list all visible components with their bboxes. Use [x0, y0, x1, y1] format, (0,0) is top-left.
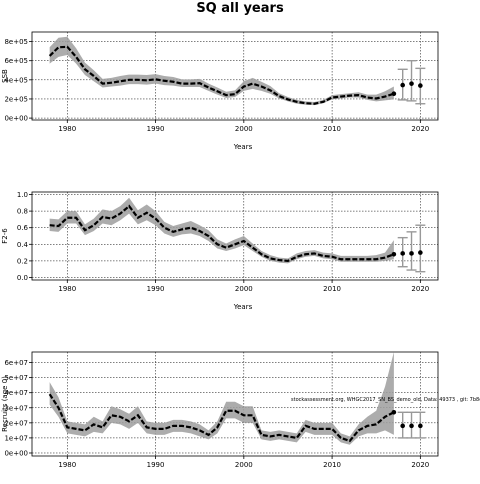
y-tick-label: 4e+07 [4, 389, 28, 397]
x-tick-label: 1990 [147, 125, 165, 133]
x-tick-label: 1990 [147, 461, 165, 469]
y-tick-label: 2e+05 [4, 95, 28, 103]
y-tick-label: 6e+05 [4, 57, 28, 65]
y-tick-label: 1e+07 [4, 434, 28, 442]
x-tick-label: 2000 [235, 461, 253, 469]
estimate-line [48, 393, 395, 443]
y-tick-label: 8e+05 [4, 38, 28, 46]
y-tick-label: 0.8 [17, 208, 28, 216]
estimate-line [49, 204, 395, 263]
projection-point [409, 81, 414, 86]
y-axis-label: SSB [1, 69, 9, 83]
last-estimate-point [391, 91, 397, 96]
x-tick-label: 1980 [58, 461, 76, 469]
y-axis-label: Recruits (age 0) [1, 376, 9, 432]
panel-1: 0e+00 2e+05 4e+05 6e+05 8e+05 1980 1990 2000 201… [1, 31, 439, 151]
projection-point [400, 82, 405, 88]
projection-point [409, 423, 414, 429]
x-tick-label: 2020 [411, 461, 429, 469]
confidence-band [49, 36, 394, 106]
y-tick-label: 3e+07 [4, 404, 28, 412]
panel-2: 0.0 0.2 0.4 0.6 0.8 1.0 1980 1990 2000 2010 2020 Ye… [1, 191, 439, 311]
x-tick-label: 1980 [58, 125, 76, 133]
y-tick-label: 0e+00 [4, 115, 28, 123]
y-axis-label: F2-6 [1, 228, 9, 244]
y-tick-label: 0.2 [17, 257, 28, 265]
projection-point [400, 251, 405, 256]
y-tick-label: 0.0 [17, 274, 28, 282]
y-tick-label: 5e+07 [4, 374, 28, 382]
x-tick-label: 2010 [323, 461, 341, 469]
estimate-line [48, 45, 395, 105]
x-tick-label: 2000 [235, 285, 253, 293]
y-tick-label: 2e+07 [4, 419, 28, 427]
x-axis-label: Years [233, 303, 253, 311]
y-tick-label: 6e+07 [4, 359, 28, 367]
projection-point [409, 251, 414, 256]
x-tick-label: 2010 [323, 285, 341, 293]
plot-frame [31, 191, 439, 281]
x-tick-label: 2000 [235, 125, 253, 133]
y-tick-label: 0e+00 [4, 449, 28, 457]
y-tick-label: 0.6 [17, 224, 29, 232]
last-estimate-point [391, 251, 397, 257]
x-tick-label: 1990 [147, 285, 165, 293]
y-tick-label: 1.0 [17, 191, 28, 199]
x-tick-label: 1980 [58, 285, 76, 293]
figure-title: SQ all years [196, 1, 284, 16]
projection-point [418, 423, 423, 429]
x-tick-label: 2020 [411, 125, 429, 133]
x-tick-label: 2020 [411, 285, 429, 293]
panel-3: 0e+00 1e+07 2e+07 3e+07 4e+07 5e+07 6e+07 1980 1… [1, 351, 480, 484]
x-tick-label: 2010 [323, 125, 341, 133]
x-axis-label: Years [233, 143, 253, 151]
projection-point [418, 83, 423, 88]
y-tick-label: 0.4 [17, 241, 29, 249]
projection-point [418, 250, 423, 255]
source-annotation: stockassessment.org, WHGC2017_SN_BS_demo… [291, 397, 480, 403]
y-tick-label: 4e+05 [4, 76, 28, 84]
projection-point [400, 423, 405, 429]
confidence-band [49, 352, 394, 445]
last-estimate-point [391, 409, 397, 415]
